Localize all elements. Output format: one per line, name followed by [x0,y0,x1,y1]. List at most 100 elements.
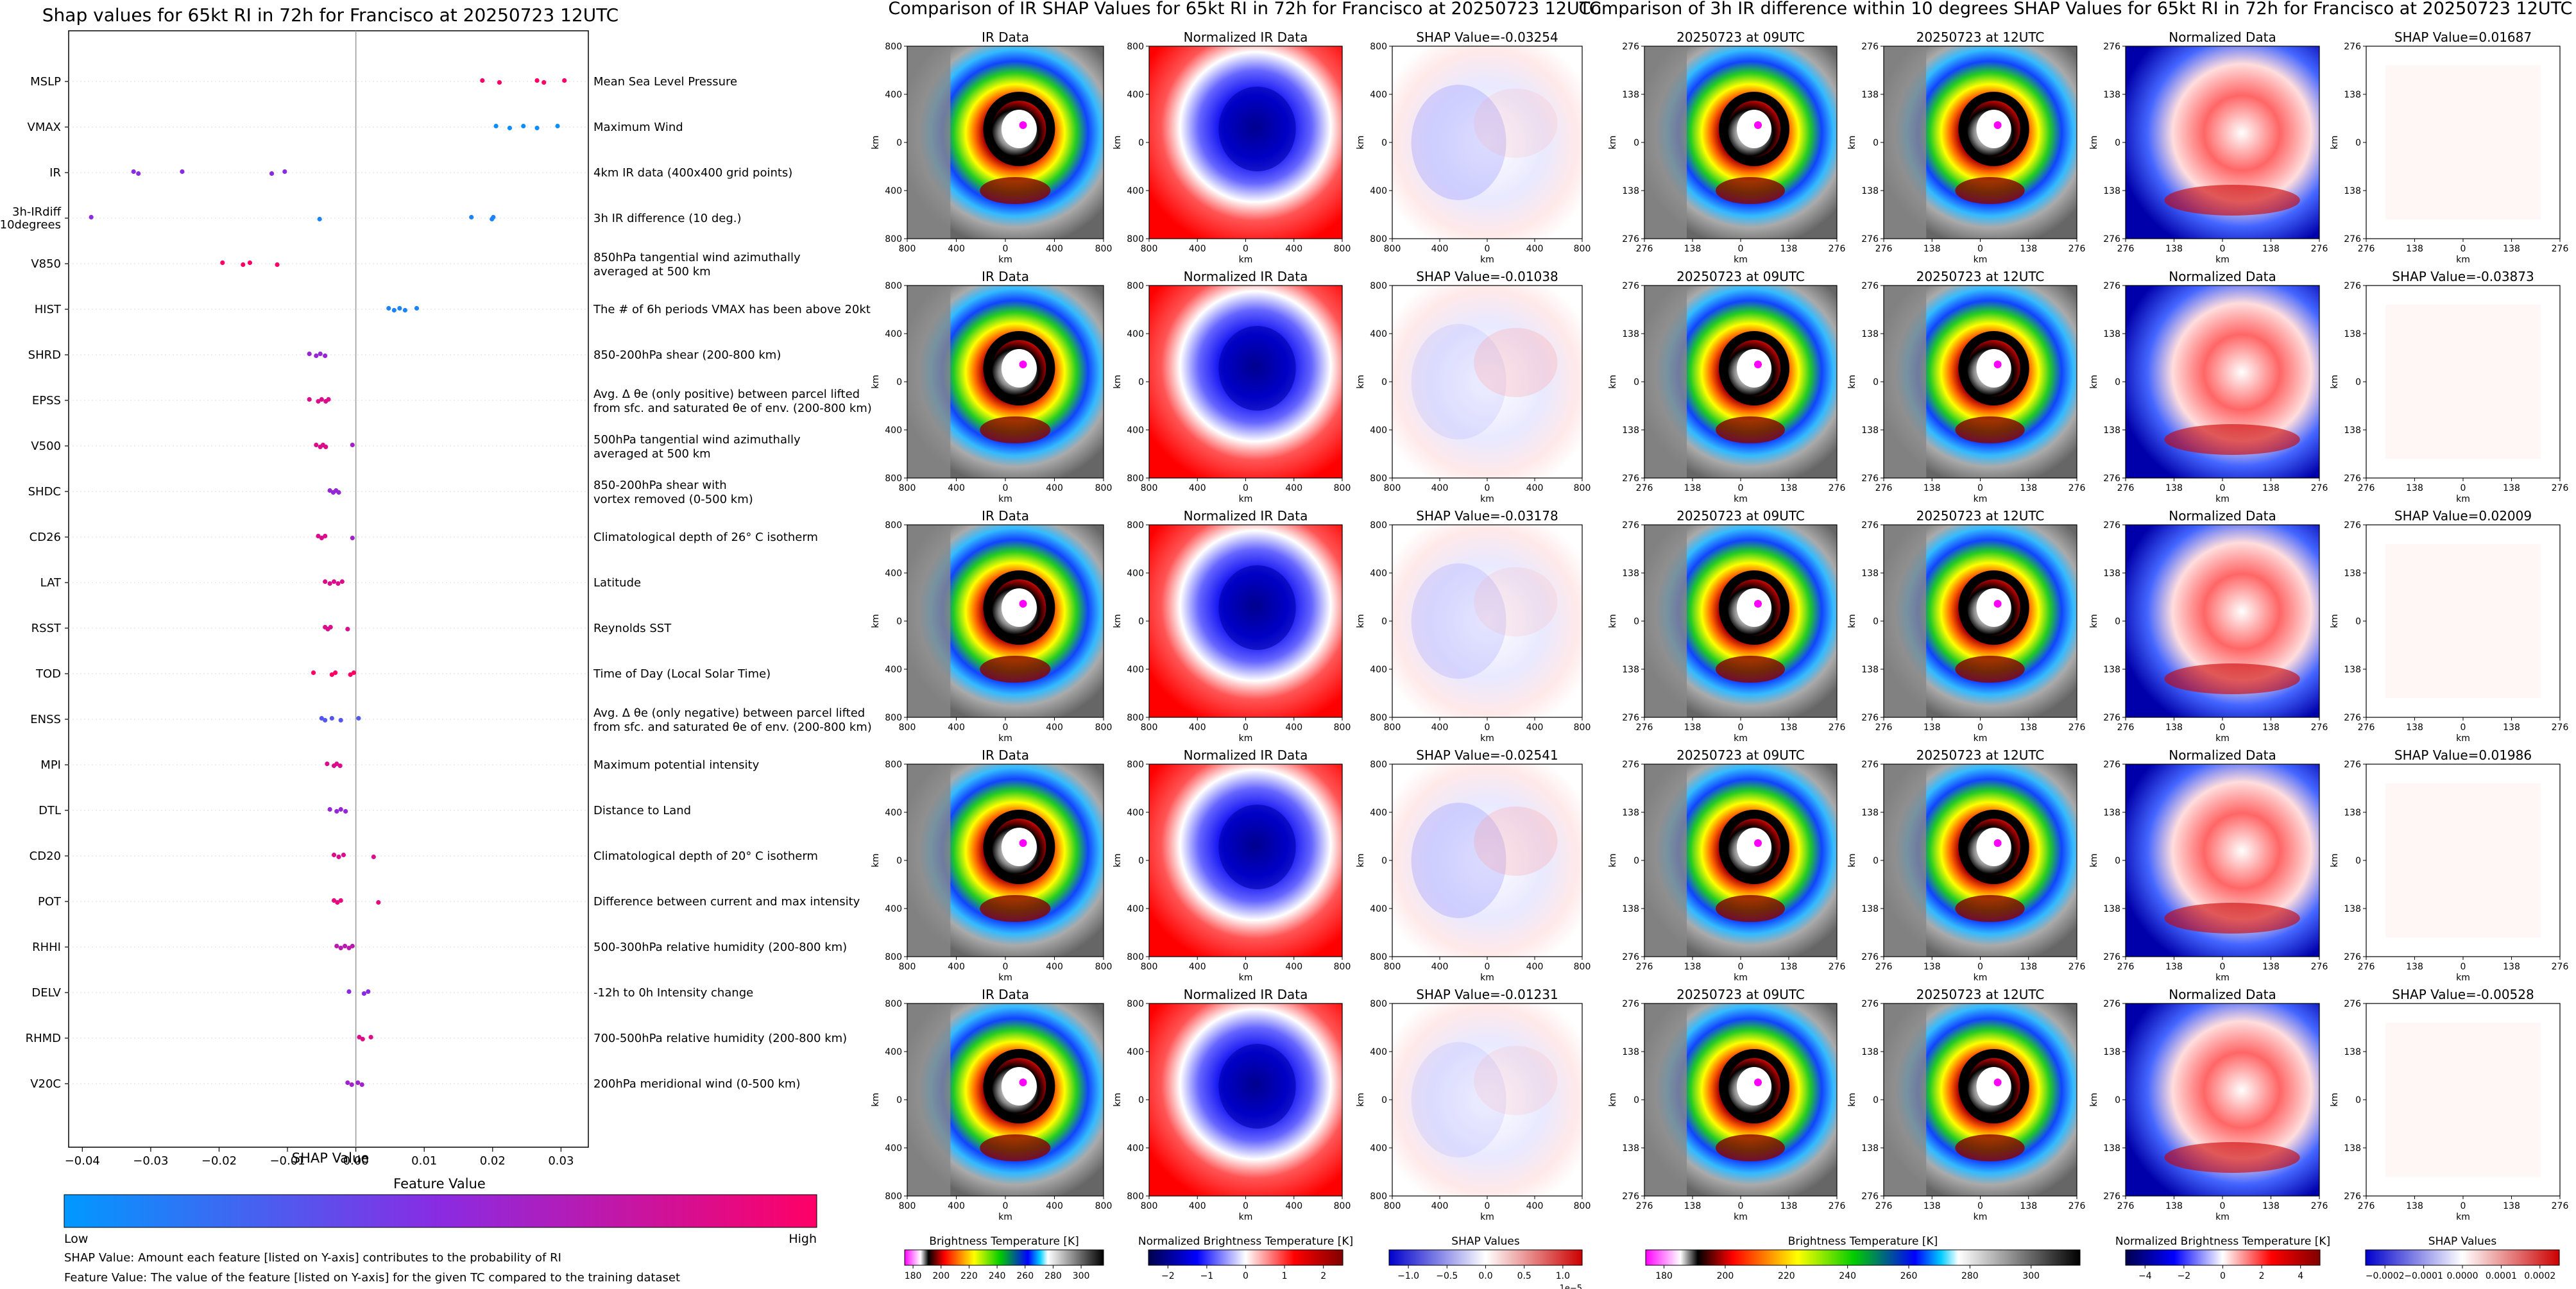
feature-description-line: averaged at 500 km [593,265,711,278]
panel-x-tick-label: 400 [1526,722,1544,733]
ir-r1-c1-image [907,46,1104,239]
panel-y-axis-label: km [2089,614,2099,628]
panel-y-tick-label: 276 [2103,281,2120,291]
panel-x-tick-label: 138 [1684,1201,1702,1211]
panel-x-tick-label: 800 [1384,722,1401,733]
panel-y-tick-label: 400 [1127,186,1144,196]
ir-r1-c2-image [1149,46,1342,239]
eye-core [1737,349,1771,388]
panel-y-axis-label: km [1113,853,1123,867]
panel-x-tick-label: 800 [1334,962,1351,972]
panel-y-tick-label: 400 [885,808,902,818]
panel-y-tick-label: 276 [2103,520,2120,531]
panel-y-axis-label: km [1608,614,1618,628]
feature-description: The # of 6h periods VMAX has been above … [593,303,871,316]
colorbar-high-label: High [789,1232,817,1246]
panel-x-tick-label: 800 [1141,722,1158,733]
shap-point-mslp [562,78,567,83]
panel-x-tick-label: 0 [1243,962,1249,972]
panel-y-tick-label: 276 [1622,760,1639,770]
shap-point-3h-irdiff-10degrees [317,216,322,222]
eyewall-ring [1719,331,1789,405]
panel-x-tick-label: 400 [948,244,965,254]
eyewall-ring [983,92,1055,166]
feature-description: -12h to 0h Intensity change [593,986,753,1000]
panel-x-tick-label: 800 [1095,722,1113,733]
shap-point-mslp [534,78,540,83]
diff-shap-colorbar-tick-label: −0.0002 [2366,1271,2405,1281]
shap-point-rhhi [342,943,348,949]
panel-x-tick-label: 800 [1384,1201,1401,1211]
panel-y-tick-label: 138 [1622,665,1639,675]
panel-x-axis-label: km [2215,1212,2230,1222]
x-tick-label: 0.00 [343,1154,369,1168]
feature-description-line: 850hPa tangential wind azimuthally [593,251,801,264]
panel-y-tick-label: 276 [1861,713,1879,723]
panel-x-axis-label: km [2456,255,2470,265]
rainband [1955,656,2025,683]
panel-x-axis-label: km [1239,494,1253,504]
diff-r2-c2-title: 20250723 at 12UTC [1916,269,2045,284]
panel-y-tick-label: 276 [2103,999,2120,1009]
feature-description-line: Climatological depth of 26° C isotherm [593,531,818,544]
panel-x-tick-label: 276 [2552,244,2569,254]
panel-x-tick-label: 138 [1684,244,1702,254]
shap-point-rsst [345,626,350,632]
panel-y-tick-label: 276 [2344,234,2361,244]
panel-x-tick-label: 400 [1526,1201,1544,1211]
ir-shap-colorbar-tick-label: 0.0 [1478,1271,1492,1281]
land-gray [907,764,951,957]
footnote-shap-value: SHAP Value: Amount each feature [listed … [64,1251,561,1265]
shap-negative-blob [1411,1042,1506,1157]
feature-label: EPSS [32,394,61,407]
rainband [1955,177,2025,204]
panel-y-tick-label: 138 [2103,808,2120,818]
shap-point-v20c [359,1082,364,1088]
panel-x-tick-label: 276 [1636,722,1653,733]
feature-description-line: Maximum Wind [593,121,683,134]
panel-y-tick-label: 276 [2103,713,2120,723]
panel-y-tick-label: 800 [885,234,902,244]
eye-core [1976,349,2011,388]
shap-point-rsst [328,624,333,630]
panel-y-tick-label: 0 [896,856,902,866]
panel-y-tick-label: 800 [885,760,902,770]
panel-x-tick-label: 0 [1977,1201,1983,1211]
panel-y-tick-label: 276 [2344,952,2361,962]
feature-description-line: The # of 6h periods VMAX has been above … [593,303,871,316]
panel-y-tick-label: 0 [2355,377,2361,388]
panel-y-tick-label: 276 [1622,42,1639,52]
panel-x-axis-label: km [1974,973,1988,983]
panel-x-tick-label: 276 [1636,962,1653,972]
ir-r5-c1-image [907,1003,1104,1196]
panel-x-tick-label: 800 [899,244,916,254]
panel-y-tick-label: 400 [885,329,902,339]
land-gray [1644,46,1687,239]
eyewall-ring [983,810,1055,884]
feature-description: Latitude [593,576,641,590]
ir-r4-c2-image [1149,764,1342,957]
panel-x-tick-label: 276 [2068,962,2086,972]
shap-point-dtl [338,807,343,812]
panel-x-tick-label: 0 [1485,962,1490,972]
panel-x-tick-label: 400 [1189,483,1206,493]
land-gray [1644,286,1687,478]
diff-r1-c4-image [2366,46,2560,239]
diff-r4-c4-image [2366,764,2560,957]
ir-bt-colorbar-tick-label: 240 [989,1271,1006,1281]
eyewall-ring [983,1049,1055,1123]
panel-x-tick-label: 800 [1095,483,1113,493]
feature-description-line: Mean Sea Level Pressure [593,75,737,89]
cold-core [1218,326,1296,411]
panel-x-axis-label: km [1480,733,1494,744]
panel-x-tick-label: 800 [1095,244,1113,254]
panel-x-axis-label: km [1239,1212,1253,1222]
panel-x-tick-label: 0 [1243,722,1249,733]
panel-y-tick-label: 400 [885,186,902,196]
shap-point-shdc [336,490,341,495]
ir-shap-colorbar-tick-label: −0.5 [1436,1271,1458,1281]
feature-label: V850 [31,257,61,271]
panel-y-tick-label: 276 [1622,281,1639,291]
panel-x-tick-label: 400 [1431,244,1449,254]
panel-y-tick-label: 800 [1127,234,1144,244]
